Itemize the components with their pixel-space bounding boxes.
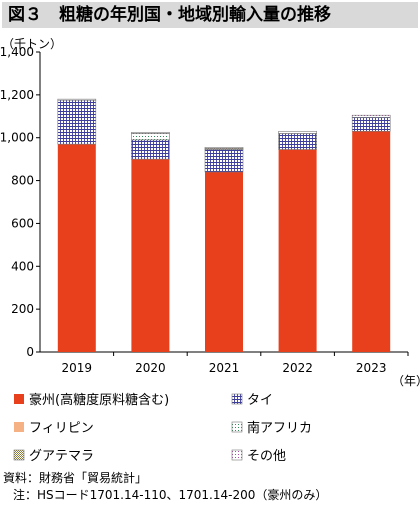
y-axis-unit-label: （千トン） — [2, 37, 62, 51]
bar-segment — [278, 130, 317, 134]
bar-segment — [131, 132, 170, 134]
bar-segment — [351, 114, 391, 118]
y-tick-label: 1,200 — [0, 88, 34, 102]
y-tick-label: 600 — [11, 216, 34, 230]
x-tick-label: 2022 — [282, 361, 313, 375]
bar-segment — [57, 99, 97, 145]
bar-segment — [278, 149, 317, 352]
y-tick-label: 200 — [11, 302, 34, 316]
legend-swatch — [14, 422, 24, 432]
x-tick-label: 2019 — [62, 361, 93, 375]
y-tick-label: 0 — [26, 345, 34, 359]
chart-title: 図３ 粗糖の年別国・地域別輸入量の推移 — [2, 2, 418, 28]
bar-segment — [131, 159, 170, 352]
legend-swatch — [13, 449, 25, 461]
bar-segment — [278, 133, 317, 150]
bar-segment — [57, 98, 97, 101]
bar-segment — [352, 131, 391, 352]
legend-swatch — [231, 449, 243, 461]
legend-swatch — [14, 394, 24, 404]
legend-label: 豪州(高糖度原料糖含む) — [29, 392, 169, 408]
bar-segment — [351, 117, 391, 132]
legend-label: 南アフリカ — [247, 420, 312, 436]
bar-segment — [131, 139, 170, 160]
legend-label: フィリピン — [29, 421, 94, 436]
y-tick-label: 400 — [11, 259, 34, 273]
hs-code-note: 注：HSコード1701.14-110、1701.14-200（豪州のみ） — [13, 488, 328, 502]
source-note: 資料：財務省「貿易統計」 — [3, 471, 148, 485]
legend-label: その他 — [247, 449, 286, 464]
y-tick-label: 800 — [11, 174, 34, 188]
legend-swatch — [231, 393, 243, 405]
x-tick-label: 2023 — [356, 361, 387, 375]
bar-segment — [131, 133, 170, 141]
y-tick-label: 1,000 — [0, 131, 34, 145]
x-tick-label: 2020 — [135, 361, 166, 375]
legend-label: グアテマラ — [29, 449, 94, 464]
bar-segment — [204, 147, 244, 149]
legend-swatch — [231, 421, 243, 433]
chart: （千トン） 0 200 400 600 800 1,000 1,200 1,400 2019 20… — [0, 37, 420, 464]
notes: 資料：財務省「貿易統計」 注：HSコード1701.14-110、1701.14-… — [3, 470, 327, 504]
x-tick-label: 2021 — [209, 361, 240, 375]
bar-segment — [204, 149, 244, 173]
bar-segment — [205, 172, 243, 352]
y-tick-label: 1,400 — [0, 45, 34, 59]
x-axis-unit-label: （年） — [392, 374, 420, 388]
plot-area: 0 200 400 600 800 1,000 1,200 1,400 2019 2020 2021… — [0, 45, 409, 375]
legend-label: タイ — [247, 393, 273, 408]
bar-segment — [57, 144, 96, 352]
